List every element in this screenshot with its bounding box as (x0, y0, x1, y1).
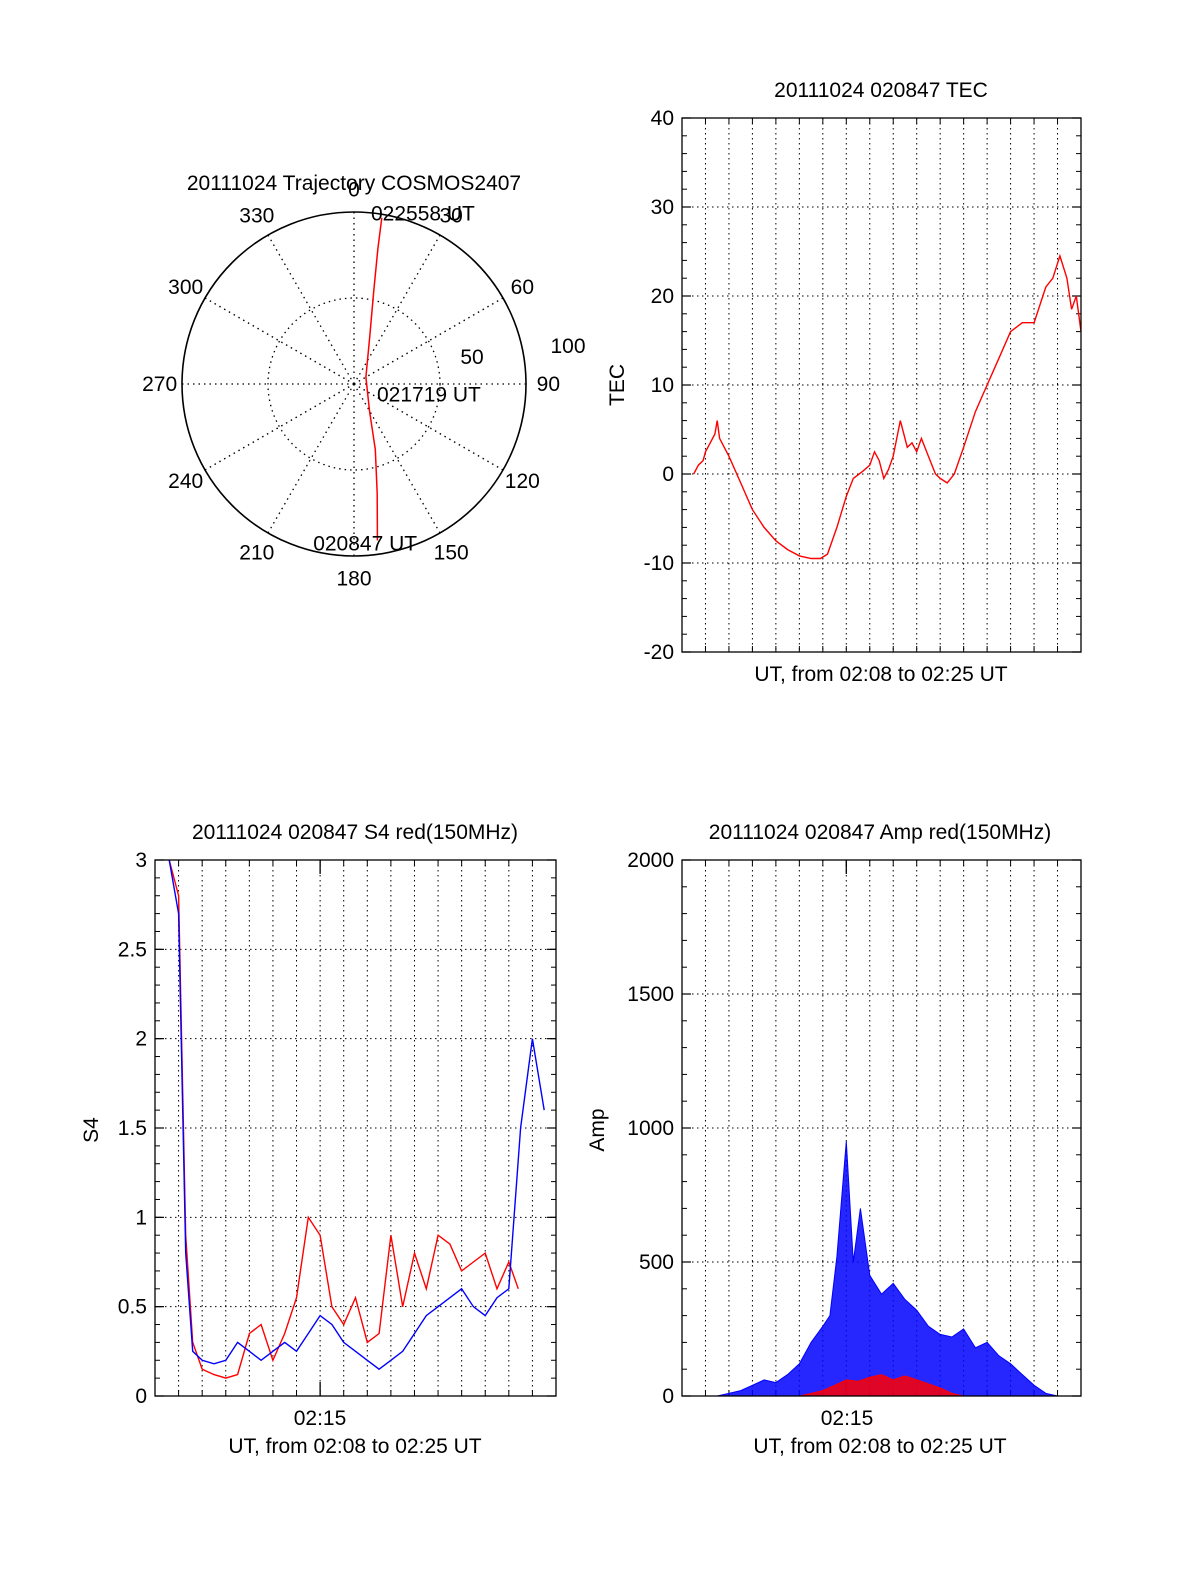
series-red-line (693, 253, 1081, 560)
y-tick-label: 2.5 (118, 938, 147, 961)
y-tick-label: 30 (651, 196, 674, 219)
trajectory-time-label: 021719 UT (377, 384, 481, 407)
y-tick-label: -10 (644, 552, 674, 575)
y-tick-label: 40 (651, 107, 674, 130)
series-red-area (775, 1374, 964, 1396)
polar-grid-spoke (204, 383, 355, 471)
y-tick-label: 2000 (627, 849, 674, 872)
polar-angle-label: 120 (505, 470, 540, 493)
series-blue-area (693, 1141, 1081, 1396)
polar-angle-label: 210 (239, 541, 274, 564)
plot-frame (681, 117, 1082, 653)
trajectory-time-label: 020847 UT (313, 533, 417, 556)
polar-grid-spoke (267, 383, 355, 534)
y-tick-label: 10 (651, 374, 674, 397)
y-tick-label: 0 (662, 1385, 674, 1408)
polar-angle-label: 300 (168, 276, 203, 299)
polar-grid-spoke (353, 383, 441, 534)
trajectory-polar-chart: 20111024 Trajectory COSMOS2407 0 30 60 90 12… (142, 172, 585, 590)
plot-frame (154, 859, 557, 1397)
polar-angle-label: 270 (142, 373, 177, 396)
y-tick-label: 0 (135, 1385, 147, 1408)
y-tick-label: 2 (135, 1028, 147, 1051)
x-tick-label: 02:15 (294, 1407, 347, 1430)
y-tick-label: 1500 (627, 983, 674, 1006)
polar-angle-label: 180 (336, 567, 371, 590)
polar-angle-label: 60 (511, 276, 534, 299)
polar-grid-circle (267, 297, 441, 471)
x-axis-label: UT, from 02:08 to 02:25 UT (753, 1435, 1006, 1458)
polar-angle-label: 0 (348, 179, 360, 202)
trajectory-time-label: 022558 UT (371, 202, 475, 225)
s4-line-chart: 20111024 020847 S4 red(150MHz) 02:15 UT,… (80, 821, 557, 1458)
y-tick-label: 20 (651, 285, 674, 308)
y-tick-label: -20 (644, 641, 674, 664)
tec-line-chart: 20111024 020847 TEC UT, from 02:08 to 02… (606, 79, 1082, 686)
series-blue-line (168, 860, 545, 1371)
polar-radius-label: 50 (460, 346, 483, 369)
y-axis-label: S4 (80, 1117, 103, 1143)
x-axis-label: UT, from 02:08 to 02:25 UT (754, 663, 1007, 686)
polar-outer-ring (181, 211, 527, 557)
y-tick-label: 1000 (627, 1117, 674, 1140)
y-tick-label: 0.5 (118, 1296, 147, 1319)
amp-line-chart: 20111024 020847 Amp red(150MHz) 02:15 UT… (586, 821, 1082, 1458)
chart-title: 20111024 Trajectory COSMOS2407 (187, 172, 521, 195)
chart-title: 20111024 020847 S4 red(150MHz) (192, 821, 518, 844)
x-tick-label: 02:15 (821, 1407, 874, 1430)
polar-angle-label: 90 (537, 373, 560, 396)
trajectory-line (365, 217, 383, 541)
chart-title: 20111024 020847 TEC (774, 79, 988, 102)
y-axis-label: TEC (606, 364, 629, 406)
plot-frame (681, 859, 1082, 1397)
y-tick-label: 500 (639, 1251, 674, 1274)
polar-grid-spoke (204, 297, 355, 385)
polar-angle-label: 330 (239, 205, 274, 228)
polar-grid-spoke (267, 234, 355, 385)
y-tick-label: 3 (135, 849, 147, 872)
y-tick-label: 1.5 (118, 1117, 147, 1140)
polar-angle-label: 240 (168, 470, 203, 493)
y-axis-label: Amp (586, 1108, 609, 1151)
polar-grid-spoke (353, 297, 504, 385)
polar-angle-label: 150 (434, 541, 469, 564)
y-tick-label: 0 (662, 463, 674, 486)
series-red-line (168, 860, 519, 1379)
y-tick-label: 1 (135, 1206, 147, 1229)
x-axis-label: UT, from 02:08 to 02:25 UT (228, 1435, 481, 1458)
polar-radius-label: 100 (550, 335, 585, 358)
polar-angle-label: 30 (440, 205, 463, 228)
chart-title: 20111024 020847 Amp red(150MHz) (709, 821, 1051, 844)
polar-grid-spoke (353, 383, 504, 471)
